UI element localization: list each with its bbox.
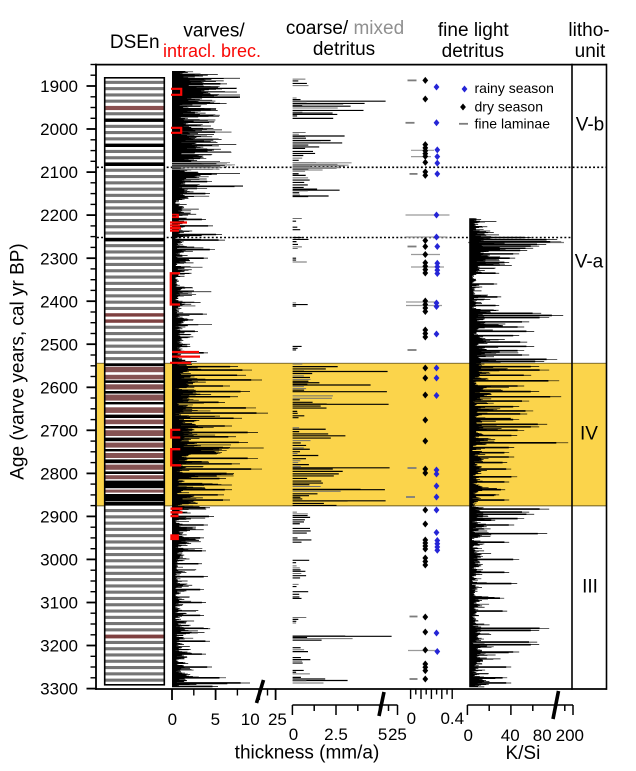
- svg-text:2.5: 2.5: [324, 725, 348, 744]
- svg-text:3000: 3000: [40, 551, 78, 570]
- svg-text:0.4: 0.4: [440, 709, 464, 728]
- svg-text:2000: 2000: [40, 120, 78, 139]
- svg-text:fine laminae: fine laminae: [475, 116, 551, 132]
- svg-text:Age (varve years, cal yr BP): Age (varve years, cal yr BP): [8, 243, 29, 480]
- svg-text:varves/: varves/: [183, 21, 245, 42]
- svg-text:80: 80: [533, 726, 552, 745]
- svg-text:2600: 2600: [40, 378, 78, 397]
- svg-text:2300: 2300: [40, 249, 78, 268]
- svg-text:detritus: detritus: [442, 41, 504, 62]
- svg-text:5: 5: [211, 710, 220, 729]
- svg-text:3100: 3100: [40, 594, 78, 613]
- svg-text:IV: IV: [580, 424, 598, 445]
- svg-text:2700: 2700: [40, 421, 78, 440]
- svg-text:5: 5: [378, 725, 387, 744]
- svg-text:thickness (mm/a): thickness (mm/a): [235, 743, 380, 764]
- svg-text:fine light: fine light: [438, 20, 509, 41]
- svg-text:2900: 2900: [40, 508, 78, 527]
- svg-text:40: 40: [501, 726, 520, 745]
- svg-text:2200: 2200: [40, 206, 78, 225]
- svg-text:0: 0: [407, 709, 416, 728]
- svg-text:0: 0: [168, 710, 177, 729]
- svg-text:2800: 2800: [40, 464, 78, 483]
- svg-text:litho-: litho-: [568, 20, 609, 41]
- svg-text:2400: 2400: [40, 292, 78, 311]
- svg-text:detritus: detritus: [313, 39, 375, 60]
- svg-text:3200: 3200: [40, 637, 78, 656]
- svg-text:0: 0: [289, 725, 298, 744]
- svg-text:K/Si: K/Si: [505, 743, 540, 764]
- svg-text:1900: 1900: [40, 77, 78, 96]
- svg-text:III: III: [582, 577, 598, 598]
- svg-text:0: 0: [463, 726, 472, 745]
- svg-text:unit: unit: [575, 41, 606, 62]
- svg-text:2500: 2500: [40, 335, 78, 354]
- svg-text:rainy season: rainy season: [475, 80, 554, 96]
- svg-text:V-a: V-a: [575, 252, 604, 273]
- svg-text:intracl. brec.: intracl. brec.: [163, 41, 261, 61]
- svg-text:25: 25: [388, 725, 407, 744]
- svg-text:25: 25: [268, 710, 287, 729]
- svg-text:dry season: dry season: [475, 99, 543, 115]
- svg-text:V-b: V-b: [576, 115, 605, 136]
- svg-text:2100: 2100: [40, 163, 78, 182]
- svg-text:10: 10: [241, 710, 260, 729]
- svg-text:coarse/ mixed: coarse/ mixed: [286, 18, 404, 39]
- svg-text:3300: 3300: [40, 680, 78, 699]
- svg-text:DSEn: DSEn: [110, 32, 160, 53]
- svg-text:200: 200: [556, 726, 584, 745]
